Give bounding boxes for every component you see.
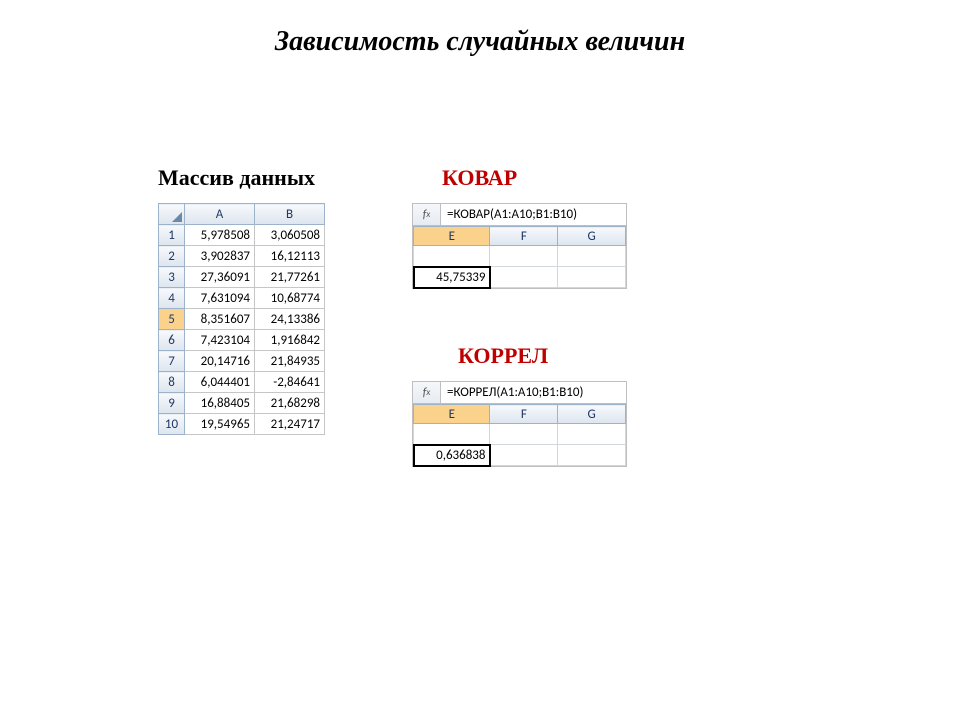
cell[interactable]: 6,044401 (185, 372, 255, 393)
cell[interactable]: 16,88405 (185, 393, 255, 414)
row-header[interactable]: 6 (159, 330, 185, 351)
cell[interactable]: 20,14716 (185, 351, 255, 372)
col-header-f[interactable]: F (490, 405, 558, 424)
result-cell[interactable]: 0,636838 (414, 445, 490, 466)
table-row: 0,636838 (414, 445, 626, 466)
col-header-b[interactable]: B (255, 204, 325, 225)
cell[interactable] (558, 246, 626, 267)
table-row: 327,3609121,77261 (159, 267, 325, 288)
fx-icon[interactable]: fx (413, 382, 441, 403)
result-cell[interactable]: 45,75339 (414, 267, 490, 288)
correl-grid: E F G 0,636838 (413, 404, 626, 466)
cell[interactable]: -2,84641 (255, 372, 325, 393)
col-header-e[interactable]: E (414, 227, 490, 246)
label-covar: КОВАР (442, 165, 517, 191)
table-row: 47,63109410,68774 (159, 288, 325, 309)
table-row: 916,8840521,68298 (159, 393, 325, 414)
table-row: 86,044401-2,84641 (159, 372, 325, 393)
cell[interactable]: 19,54965 (185, 414, 255, 435)
cell[interactable]: 3,902837 (185, 246, 255, 267)
cell[interactable] (558, 424, 626, 445)
correl-panel: fx =КОРРЕЛ(A1:A10;B1:B10) E F G 0,636838 (412, 381, 627, 467)
formula-text[interactable]: =КОВАР(A1:A10;B1:B10) (441, 204, 626, 225)
label-data-array: Массив данных (158, 165, 315, 191)
cell[interactable]: 24,13386 (255, 309, 325, 330)
col-header-a[interactable]: A (185, 204, 255, 225)
cell[interactable] (490, 424, 558, 445)
row-header[interactable]: 1 (159, 225, 185, 246)
cell[interactable]: 27,36091 (185, 267, 255, 288)
row-header[interactable]: 10 (159, 414, 185, 435)
cell[interactable]: 5,978508 (185, 225, 255, 246)
cell[interactable] (414, 246, 490, 267)
table-row (414, 246, 626, 267)
col-header-f[interactable]: F (490, 227, 558, 246)
row-header[interactable]: 4 (159, 288, 185, 309)
data-array-table: A B 15,9785083,06050823,90283716,1211332… (158, 203, 325, 435)
cell[interactable]: 21,24717 (255, 414, 325, 435)
table-row: 1019,5496521,24717 (159, 414, 325, 435)
cell[interactable] (558, 445, 626, 466)
cell[interactable] (558, 267, 626, 288)
table-row: 720,1471621,84935 (159, 351, 325, 372)
formula-bar: fx =КОРРЕЛ(A1:A10;B1:B10) (413, 382, 626, 404)
table-row: 15,9785083,060508 (159, 225, 325, 246)
formula-text[interactable]: =КОРРЕЛ(A1:A10;B1:B10) (441, 382, 626, 403)
table-row: 45,75339 (414, 267, 626, 288)
formula-bar: fx =КОВАР(A1:A10;B1:B10) (413, 204, 626, 226)
cell[interactable]: 21,84935 (255, 351, 325, 372)
covar-panel: fx =КОВАР(A1:A10;B1:B10) E F G 45,75339 (412, 203, 627, 289)
table-row: 58,35160724,13386 (159, 309, 325, 330)
cell[interactable] (490, 246, 558, 267)
cell[interactable] (414, 424, 490, 445)
table-row: 23,90283716,12113 (159, 246, 325, 267)
row-header[interactable]: 2 (159, 246, 185, 267)
col-header-g[interactable]: G (558, 405, 626, 424)
row-header[interactable]: 8 (159, 372, 185, 393)
cell[interactable] (490, 267, 558, 288)
cell[interactable]: 10,68774 (255, 288, 325, 309)
row-header[interactable]: 7 (159, 351, 185, 372)
row-header[interactable]: 5 (159, 309, 185, 330)
cell[interactable]: 1,916842 (255, 330, 325, 351)
table-row: 67,4231041,916842 (159, 330, 325, 351)
cell[interactable]: 21,68298 (255, 393, 325, 414)
col-header-e[interactable]: E (414, 405, 490, 424)
covar-grid: E F G 45,75339 (413, 226, 626, 288)
cell[interactable]: 3,060508 (255, 225, 325, 246)
row-header[interactable]: 3 (159, 267, 185, 288)
cell[interactable] (490, 445, 558, 466)
cell[interactable]: 21,77261 (255, 267, 325, 288)
table-corner[interactable] (159, 204, 185, 225)
col-header-g[interactable]: G (558, 227, 626, 246)
label-correl: КОРРЕЛ (458, 343, 548, 369)
fx-icon[interactable]: fx (413, 204, 441, 225)
cell[interactable]: 16,12113 (255, 246, 325, 267)
row-header[interactable]: 9 (159, 393, 185, 414)
cell[interactable]: 7,423104 (185, 330, 255, 351)
cell[interactable]: 7,631094 (185, 288, 255, 309)
cell[interactable]: 8,351607 (185, 309, 255, 330)
page-title: Зависимость случайных величин (0, 26, 960, 58)
table-row (414, 424, 626, 445)
